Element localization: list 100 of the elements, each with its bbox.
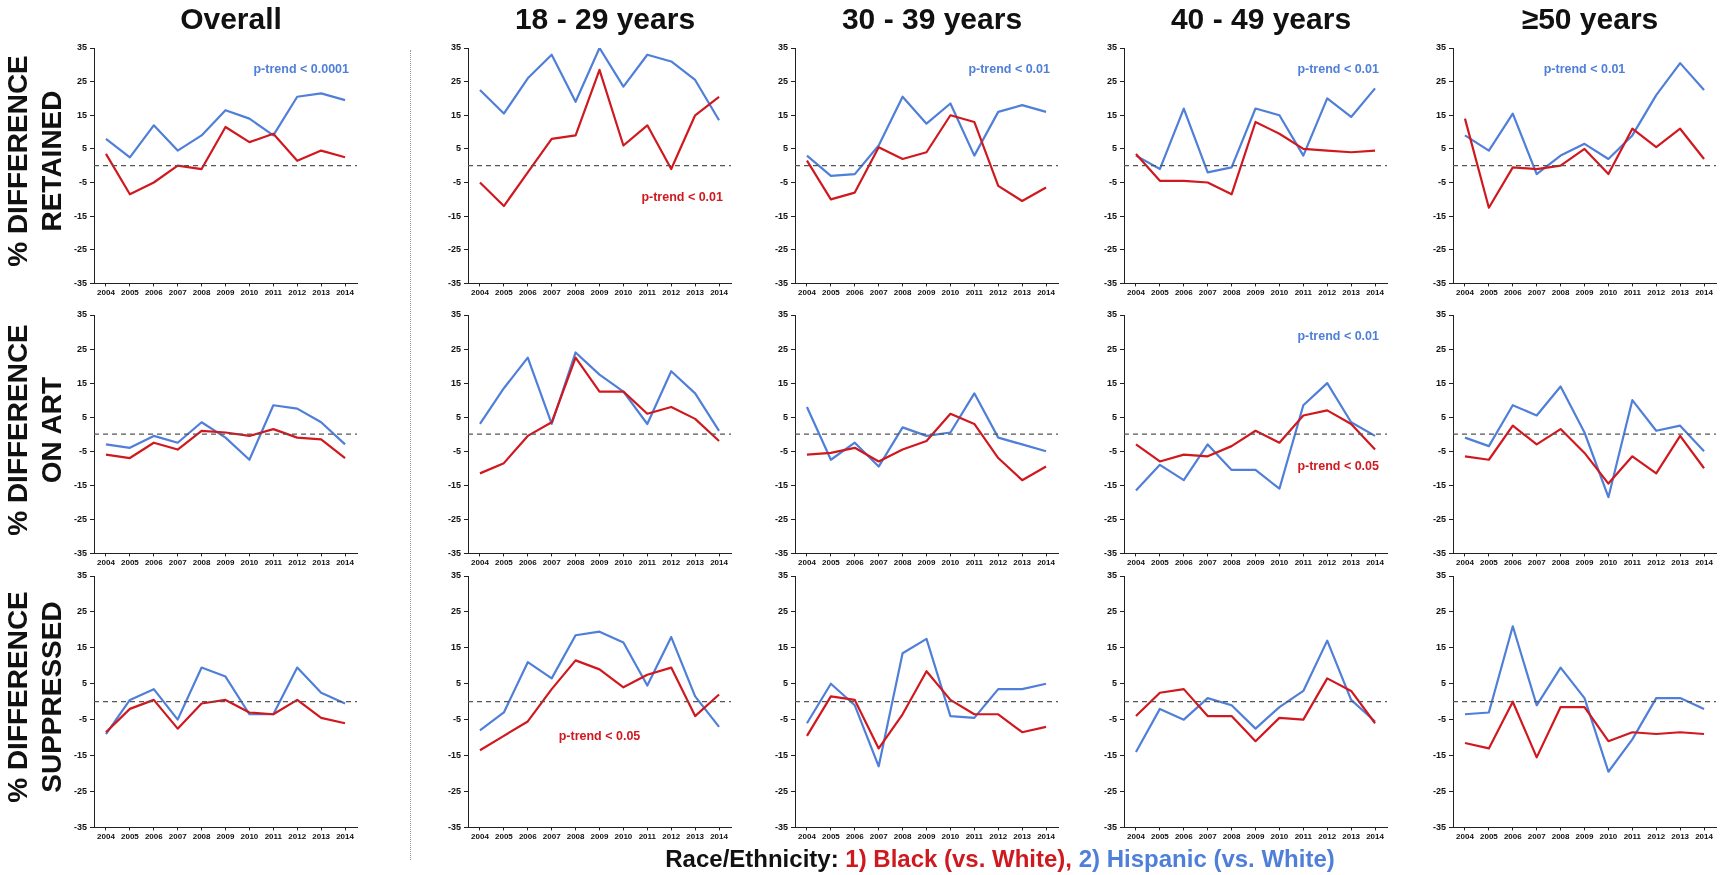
- x-tick-label: 2006: [1174, 288, 1194, 298]
- y-tick-label: -25: [1432, 513, 1447, 524]
- x-tick-label: 2012: [662, 832, 681, 842]
- y-tick-label: -35: [447, 547, 462, 558]
- x-tick-label: 2006: [845, 832, 865, 842]
- y-tick-label: 25: [76, 343, 88, 354]
- x-tick-label: 2011: [965, 832, 984, 842]
- x-tick-label: 2006: [1174, 832, 1194, 842]
- x-tick-label: 2008: [192, 288, 212, 298]
- y-tick-label: -35: [1103, 547, 1118, 558]
- x-tick-label: 2014: [1695, 558, 1714, 568]
- y-tick-label: 15: [450, 109, 462, 120]
- x-tick-label: 2012: [1318, 832, 1337, 842]
- x-tick-label: 2007: [869, 558, 889, 568]
- y-tick-label: 35: [1106, 570, 1118, 581]
- x-tick-label: 2006: [144, 558, 164, 568]
- x-tick-label: 2008: [893, 832, 913, 842]
- x-tick-label: 2008: [1551, 288, 1571, 298]
- y-tick-label: -15: [774, 479, 789, 490]
- x-tick-label: 2014: [710, 832, 729, 842]
- y-tick-label: -35: [447, 821, 462, 832]
- x-tick-label: 2009: [917, 288, 936, 298]
- x-tick-label: 2008: [893, 288, 913, 298]
- x-tick-label: 2008: [1222, 832, 1242, 842]
- x-tick-label: 2009: [1246, 832, 1265, 842]
- x-tick-label: 2010: [941, 288, 960, 298]
- x-tick-label: 2005: [120, 832, 140, 842]
- x-tick-label: 2010: [1270, 288, 1289, 298]
- y-tick-label: -15: [1432, 750, 1447, 761]
- x-tick-label: 2005: [1150, 558, 1170, 568]
- x-tick-label: 2012: [1318, 288, 1337, 298]
- x-tick-label: 2009: [216, 288, 235, 298]
- x-tick-label: 2013: [1013, 832, 1032, 842]
- x-tick-label: 2009: [216, 558, 235, 568]
- x-tick-label: 2012: [288, 558, 307, 568]
- x-tick-label: 2006: [845, 288, 865, 298]
- y-tick-label: -5: [1108, 177, 1118, 187]
- y-tick-label: -15: [73, 210, 88, 221]
- x-tick-label: 2013: [1342, 288, 1361, 298]
- y-tick-label: 5: [1111, 411, 1118, 422]
- x-tick-label: 2012: [288, 288, 307, 298]
- y-tick-label: 35: [777, 309, 789, 320]
- x-tick-label: 2008: [192, 832, 212, 842]
- y-tick-label: 25: [1106, 76, 1118, 87]
- x-tick-label: 2007: [168, 288, 188, 298]
- x-tick-label: 2007: [542, 832, 562, 842]
- y-tick-label: -15: [774, 210, 789, 221]
- y-tick-label: 35: [1435, 309, 1447, 320]
- x-tick-label: 2012: [989, 288, 1008, 298]
- x-tick-label: 2010: [240, 832, 259, 842]
- x-tick-label: 2007: [542, 558, 562, 568]
- y-tick-label: -25: [447, 785, 462, 796]
- x-tick-label: 2008: [1551, 558, 1571, 568]
- x-tick-label: 2012: [989, 832, 1008, 842]
- x-tick-label: 2014: [1037, 832, 1056, 842]
- y-tick-label: -15: [1103, 750, 1118, 761]
- y-tick-label: 15: [1106, 109, 1118, 120]
- y-tick-label: -25: [447, 513, 462, 524]
- y-tick-label: 5: [455, 411, 462, 422]
- y-tick-label: 15: [1435, 377, 1447, 388]
- annotation: p-trend < 0.01: [1297, 329, 1380, 344]
- x-tick-label: 2004: [1456, 832, 1475, 842]
- y-tick-label: -25: [1103, 244, 1118, 255]
- x-tick-label: 2007: [1198, 558, 1218, 568]
- y-tick-label: -35: [1432, 821, 1447, 832]
- y-tick-label: 5: [81, 143, 88, 154]
- x-tick-label: 2014: [1366, 832, 1385, 842]
- y-tick-label: 15: [1435, 642, 1447, 653]
- x-tick-label: 2005: [1150, 288, 1170, 298]
- y-tick-label: -15: [1103, 479, 1118, 490]
- x-tick-label: 2009: [1246, 558, 1265, 568]
- chart-title: ≥50 years: [1520, 2, 1660, 36]
- x-tick-label: 2014: [710, 558, 729, 568]
- y-tick-label: -25: [1103, 513, 1118, 524]
- x-tick-label: 2010: [614, 558, 633, 568]
- y-tick-label: -15: [447, 479, 462, 490]
- y-tick-label: 35: [777, 42, 789, 53]
- y-tick-label: -35: [73, 547, 88, 558]
- y-tick-label: 35: [1435, 42, 1447, 53]
- y-tick-label: -5: [452, 445, 462, 456]
- y-tick-label: 25: [76, 606, 88, 617]
- y-tick-label: 25: [450, 76, 462, 87]
- x-tick-label: 2013: [1671, 288, 1690, 298]
- y-tick-label: 35: [777, 570, 789, 581]
- x-tick-label: 2014: [336, 288, 355, 298]
- y-tick-label: -25: [774, 785, 789, 796]
- x-tick-label: 2009: [590, 558, 609, 568]
- y-tick-label: -35: [1432, 277, 1447, 288]
- x-tick-label: 2012: [989, 558, 1008, 568]
- x-tick-label: 2014: [1037, 288, 1056, 298]
- y-tick-label: 15: [1106, 377, 1118, 388]
- y-tick-label: -25: [1432, 244, 1447, 255]
- x-tick-label: 2007: [168, 832, 188, 842]
- x-tick-label: 2013: [1013, 558, 1032, 568]
- y-tick-label: 5: [782, 143, 789, 154]
- x-tick-label: 2005: [1479, 558, 1499, 568]
- y-tick-label: -5: [779, 714, 789, 725]
- y-tick-label: -15: [1432, 479, 1447, 490]
- y-tick-label: -25: [73, 513, 88, 524]
- x-tick-label: 2004: [798, 558, 817, 568]
